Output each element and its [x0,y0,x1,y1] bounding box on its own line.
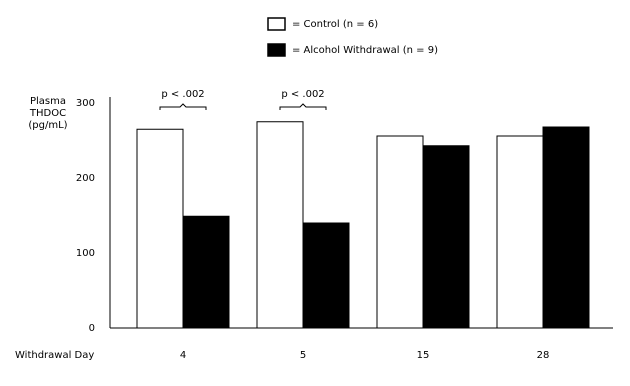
bar [376,135,424,329]
legend-label: = Control (n = 6) [292,19,378,30]
annotation: p < .002 [281,89,324,100]
y-axis-label: THDOC [29,108,66,119]
y-axis-label: (pg/mL) [28,120,67,131]
annotation: p < .002 [161,89,204,100]
bar [542,126,590,329]
y-tick-label: 300 [76,98,95,109]
y-tick-label: 100 [76,248,95,259]
y-tick-label: 0 [89,323,95,334]
legend-swatch [267,17,286,31]
bar [136,128,184,329]
x-tick-label: 4 [180,350,186,361]
significance-bracket [159,103,207,110]
legend-swatch [267,43,286,57]
bar [302,222,350,329]
bar [182,215,230,329]
x-axis-label: Withdrawal Day [15,350,94,361]
bar [256,121,304,329]
legend-label: = Alcohol Withdrawal (n = 9) [292,45,438,56]
significance-bracket [279,103,327,110]
bar [422,145,470,329]
y-axis-label: Plasma [30,96,66,107]
x-tick-label: 15 [417,350,430,361]
bar [496,135,544,329]
y-tick-label: 200 [76,173,95,184]
x-tick-label: 5 [300,350,306,361]
x-tick-label: 28 [537,350,550,361]
